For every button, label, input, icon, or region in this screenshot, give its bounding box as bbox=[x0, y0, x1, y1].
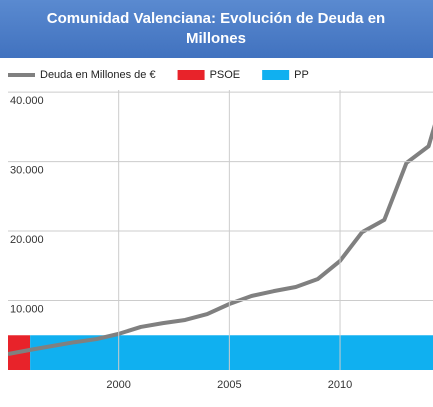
x-tick-label: 2010 bbox=[328, 379, 352, 391]
y-tick-label: 10.000 bbox=[10, 303, 44, 315]
y-tick-label: 30.000 bbox=[10, 164, 44, 176]
data-line bbox=[8, 124, 433, 356]
x-tick-label: 2005 bbox=[217, 379, 241, 391]
legend-swatch bbox=[262, 70, 290, 80]
period-band bbox=[30, 335, 433, 370]
legend-label: PP bbox=[294, 69, 309, 81]
y-tick-label: 20.000 bbox=[10, 234, 44, 246]
plot-area bbox=[8, 124, 433, 370]
legend-swatch bbox=[177, 70, 205, 80]
title-bar bbox=[0, 0, 433, 58]
legend-label: Deuda en Millones de € bbox=[40, 69, 156, 81]
chart-title: Comunidad Valenciana: Evolución de Deuda… bbox=[47, 10, 385, 47]
x-tick-label: 2000 bbox=[106, 379, 130, 391]
y-tick-label: 40.000 bbox=[10, 95, 44, 107]
legend-label: PSOE bbox=[210, 69, 241, 81]
